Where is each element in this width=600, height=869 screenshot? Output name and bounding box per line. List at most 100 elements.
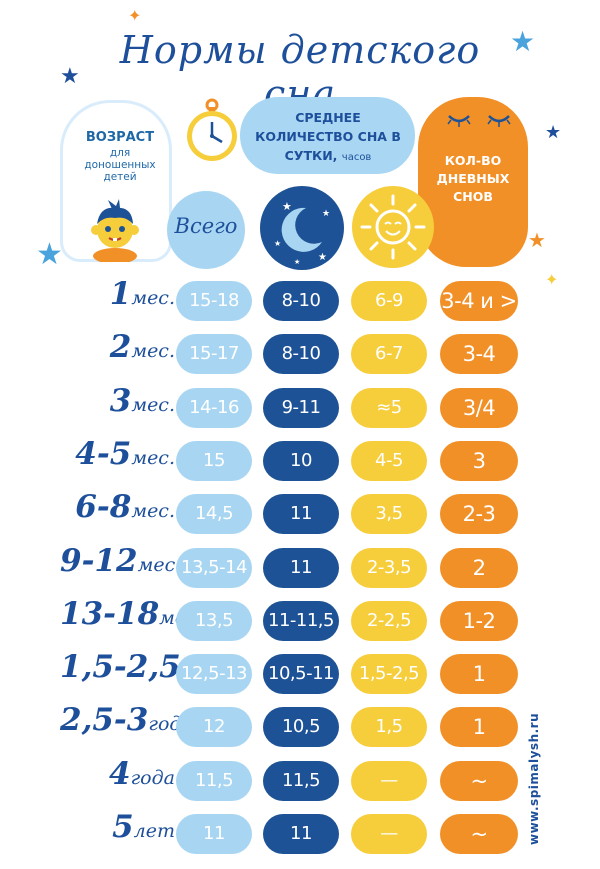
day-sleep-value: 6-9 bbox=[351, 281, 427, 321]
clock-icon bbox=[187, 98, 237, 161]
total-label: Всего bbox=[174, 214, 238, 238]
naps-count-value: ~ bbox=[440, 814, 518, 854]
table-row: 1мес. 15-18 8-10 6-9 3-4 и > bbox=[0, 273, 600, 329]
day-sleep-value: 1,5 bbox=[351, 707, 427, 748]
total-sleep-value: 14-16 bbox=[176, 387, 252, 428]
naps-count-value: 3-4 bbox=[440, 334, 518, 375]
naps-heading: КОЛ-ВО ДНЕВНЫХ СНОВ bbox=[436, 153, 510, 204]
total-sleep-value: 11 bbox=[176, 814, 252, 854]
average-sleep-title: СРЕДНЕЕ КОЛИЧЕСТВО СНА В СУТКИ, bbox=[255, 110, 401, 163]
age-subheading: для доношенных детей bbox=[84, 147, 156, 183]
table-row: 13-18мес.13,5 11-11,5 2-2,5 1-2 bbox=[0, 593, 600, 649]
night-sleep-value: 8-10 bbox=[263, 281, 339, 321]
naps-count-value: 3/4 bbox=[440, 387, 518, 428]
age-label: 3мес. bbox=[60, 382, 175, 420]
age-unit: мес. bbox=[131, 446, 175, 469]
age-label: 4года bbox=[60, 755, 175, 793]
table-row: 1,5-2,5года12,5-13 10,5-11 1,5-2,5 1 bbox=[0, 646, 600, 702]
day-sleep-value: 4-5 bbox=[351, 440, 427, 481]
age-value: 1 bbox=[109, 276, 132, 312]
table-row: 4-5мес. 15 10 4-5 3 bbox=[0, 433, 600, 489]
naps-column-header bbox=[418, 97, 528, 267]
naps-count-value: 3 bbox=[440, 440, 518, 481]
night-sleep-value: 10,5 bbox=[263, 707, 339, 748]
night-sleep-value: 10,5-11 bbox=[263, 654, 339, 695]
total-sleep-value: 12,5-13 bbox=[176, 654, 252, 695]
table-row: 6-8мес. 14,5 11 3,5 2-3 bbox=[0, 486, 600, 542]
svg-text:★: ★ bbox=[294, 258, 300, 266]
age-unit: мес. bbox=[131, 393, 175, 416]
average-sleep-header bbox=[240, 97, 415, 174]
average-sleep-heading: СРЕДНЕЕ КОЛИЧЕСТВО СНА В СУТКИ, часов bbox=[248, 108, 408, 167]
night-sleep-value: 11-11,5 bbox=[263, 600, 339, 641]
table-row: 9-12мес. 13,5-14 11 2-3,5 2 bbox=[0, 540, 600, 596]
table-row: 4года 11,5 11,5— ~ bbox=[0, 753, 600, 809]
sun-icon bbox=[352, 186, 434, 268]
age-label: 5лет bbox=[60, 812, 175, 846]
age-value: 1,5-2,5 bbox=[60, 649, 181, 686]
age-label: 4-5мес. bbox=[60, 435, 175, 473]
day-sleep-value: 2-2,5 bbox=[351, 600, 427, 641]
age-label: 1мес. bbox=[60, 279, 175, 313]
naps-count-value: 1-2 bbox=[440, 600, 518, 641]
age-label: 6-8мес. bbox=[60, 492, 175, 526]
naps-count-value: 1 bbox=[440, 707, 518, 748]
total-sleep-value: 11,5 bbox=[176, 760, 252, 801]
night-sleep-value: 11 bbox=[263, 494, 339, 535]
age-label: 1,5-2,5года bbox=[60, 652, 225, 686]
age-value: 13-18 bbox=[60, 595, 160, 632]
sleeping-eyes-icon bbox=[447, 115, 511, 127]
star-icon: ★ bbox=[510, 25, 536, 58]
table-row: 2,5-3года 12 10,5 1,5 1 bbox=[0, 699, 600, 755]
age-value: 4-5 bbox=[75, 435, 132, 472]
night-sleep-value: 11,5 bbox=[263, 760, 339, 801]
age-unit: мес. bbox=[131, 500, 175, 523]
age-value: 4 bbox=[109, 755, 131, 792]
total-sleep-value: 14,5 bbox=[176, 494, 252, 535]
age-unit: мес. bbox=[137, 553, 182, 576]
star-icon: ★ bbox=[545, 122, 562, 143]
naps-count-value: 2 bbox=[440, 547, 518, 588]
age-value: 2,5-3 bbox=[60, 702, 149, 739]
day-sleep-value: ≈5 bbox=[351, 387, 427, 428]
age-unit: лет bbox=[133, 820, 175, 842]
day-sleep-value: — bbox=[351, 760, 427, 801]
age-label: 13-18мес. bbox=[60, 595, 203, 633]
night-sleep-value: 10 bbox=[263, 440, 339, 481]
boy-face-icon bbox=[91, 199, 139, 262]
star-icon: ★ bbox=[60, 64, 80, 89]
average-sleep-units: часов bbox=[341, 152, 372, 163]
naps-count-value: 3-4 и > bbox=[440, 281, 518, 321]
age-value: 6-8 bbox=[75, 489, 132, 526]
svg-text:★: ★ bbox=[318, 252, 327, 263]
table-row: 5лет 11 11— ~ bbox=[0, 806, 600, 862]
total-sleep-value: 15 bbox=[176, 440, 252, 481]
total-sleep-value: 13,5 bbox=[176, 600, 252, 641]
svg-text:★: ★ bbox=[282, 200, 292, 213]
age-label: 2мес. bbox=[60, 332, 175, 366]
age-value: 2 bbox=[109, 329, 132, 366]
night-sleep-value: 11 bbox=[263, 814, 339, 854]
star-icon: ★ bbox=[36, 237, 63, 272]
night-sleep-value: 8-10 bbox=[263, 334, 339, 375]
night-sleep-value: 9-11 bbox=[263, 387, 339, 428]
day-sleep-value: 1,5-2,5 bbox=[351, 654, 427, 695]
moon-icon: ★ ★ ★ ★ ★ bbox=[260, 186, 344, 270]
day-sleep-value: 6-7 bbox=[351, 334, 427, 375]
total-sleep-value: 15-18 bbox=[176, 281, 252, 321]
svg-text:★: ★ bbox=[274, 239, 281, 248]
age-unit: года bbox=[130, 766, 175, 789]
star-icon: ✦ bbox=[128, 6, 142, 25]
svg-text:★: ★ bbox=[322, 209, 330, 219]
age-value: 3 bbox=[109, 382, 132, 419]
day-sleep-value: 2-3,5 bbox=[351, 547, 427, 588]
naps-count-value: ~ bbox=[440, 760, 518, 801]
day-sleep-value: — bbox=[351, 814, 427, 854]
day-sleep-value: 3,5 bbox=[351, 494, 427, 535]
age-label: 9-12мес. bbox=[60, 545, 181, 580]
table-row: 2мес. 15-17 8-10 6-7 3-4 bbox=[0, 326, 600, 382]
age-unit: мес. bbox=[131, 287, 175, 309]
age-value: 5 bbox=[112, 809, 134, 845]
star-icon: ★ bbox=[528, 228, 546, 252]
website-link[interactable]: www.spimalysh.ru bbox=[527, 712, 541, 845]
